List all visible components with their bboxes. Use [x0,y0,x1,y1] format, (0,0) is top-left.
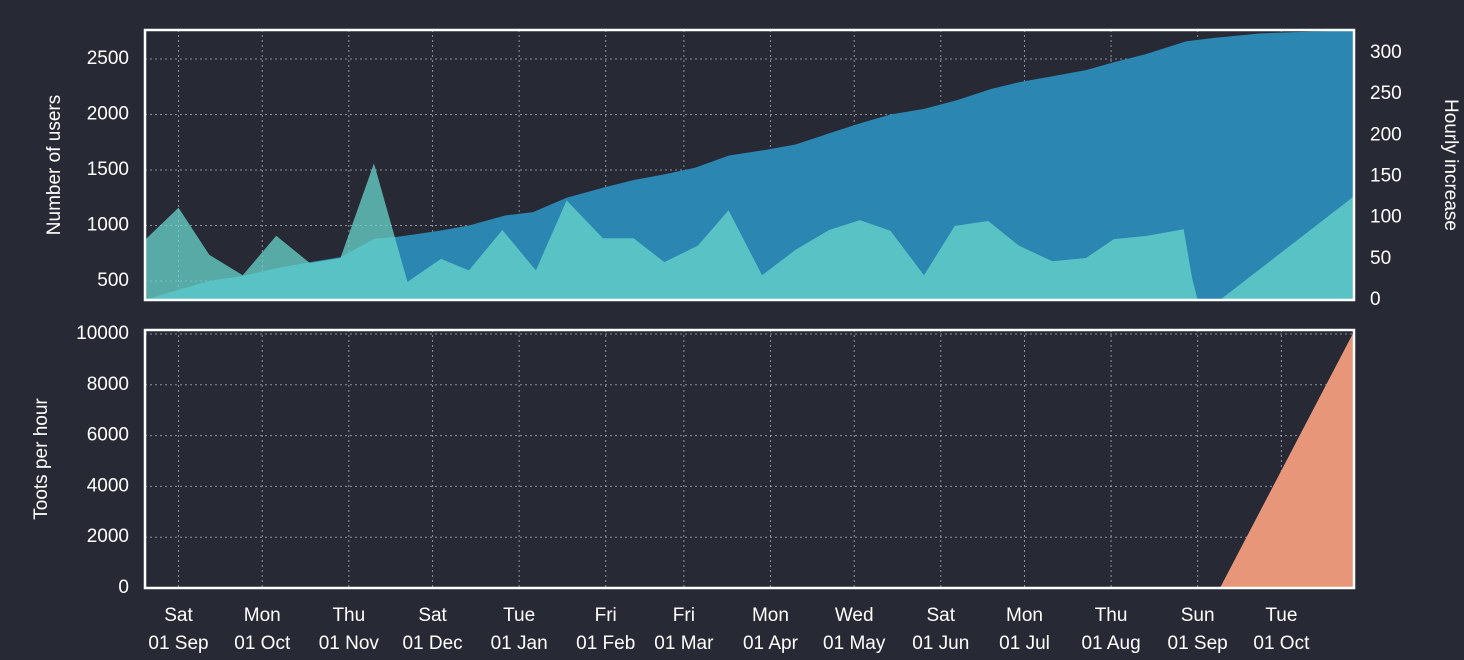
y2-axis-label: Hourly increase [1440,99,1461,231]
y-tick-label: 2000 [87,104,129,125]
y-tick-label: 10000 [76,323,129,344]
x-tick-label: Sun 01 Sep [1167,605,1228,654]
y-axis-label: Toots per hour [31,398,52,520]
plot-frame [143,328,1356,590]
x-tick-label: Sat 01 Dec [402,605,463,654]
x-tick-label: Sat 01 Sep [148,605,209,654]
x-tick-label: Tue 01 Jan [490,605,548,654]
x-tick-label: Fri 01 Feb [576,605,636,654]
x-tick-label: Thu 01 Nov [318,605,379,654]
x-tick-label: Mon 01 Oct [234,605,291,654]
y-tick-label: 0 [118,577,129,598]
y-tick-label: 4000 [87,475,129,496]
y2-tick-label: 100 [1370,207,1402,228]
y2-tick-label: 0 [1370,289,1381,310]
area [145,163,1354,300]
y-tick-label: 1000 [87,215,129,236]
x-tick-label: Mon 01 Apr [742,605,798,654]
area [145,30,1354,300]
y2-tick-label: 200 [1370,124,1402,145]
y-tick-label: 2500 [87,48,129,69]
y2-tick-label: 50 [1370,248,1391,269]
y2-tick-label: 250 [1370,83,1402,104]
y-axis-label: Number of users [44,95,65,235]
x-tick-label: Tue 01 Oct [1253,605,1310,654]
area [145,331,1354,588]
y-tick-label: 1500 [87,159,129,180]
x-tick-label: Fri 01 Mar [654,605,714,654]
y-tick-label: 2000 [87,526,129,547]
y-tick-label: 8000 [87,374,129,395]
x-tick-label: Mon 01 Jul [999,605,1050,654]
y-tick-label: 500 [97,270,129,291]
y2-tick-label: 300 [1370,42,1402,63]
x-tick-label: Sat 01 Jun [912,605,970,654]
x-tick-label: Thu 01 Aug [1081,605,1141,654]
y2-tick-label: 150 [1370,166,1402,187]
x-tick-label: Wed 01 May [823,605,886,654]
plot-frame [143,28,1356,302]
y-tick-label: 6000 [87,425,129,446]
